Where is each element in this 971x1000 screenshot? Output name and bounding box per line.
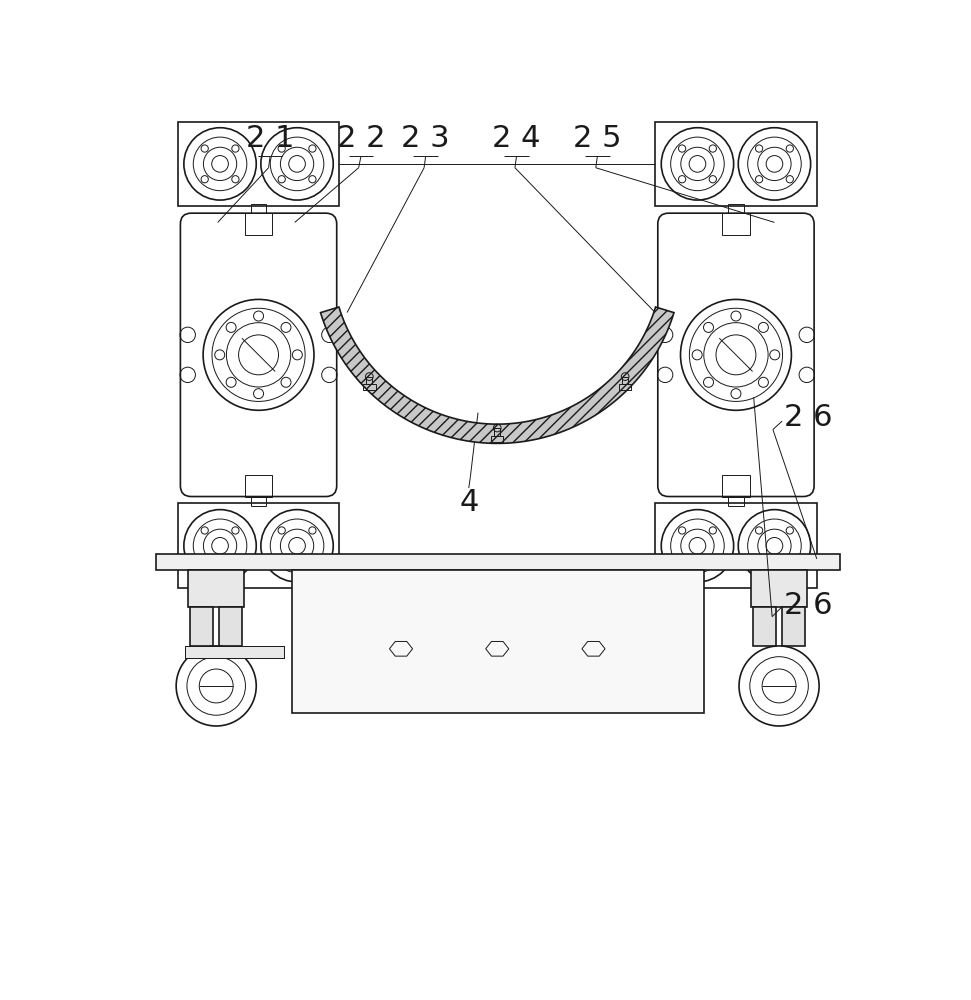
Bar bbox=[722, 475, 750, 497]
Polygon shape bbox=[320, 307, 674, 443]
Text: 2 1: 2 1 bbox=[246, 124, 294, 153]
Bar bbox=[185, 646, 284, 658]
Bar bbox=[245, 213, 273, 235]
Bar bbox=[190, 607, 213, 646]
Bar bbox=[251, 204, 266, 213]
Bar bbox=[363, 384, 376, 390]
Bar bbox=[753, 607, 776, 646]
Bar bbox=[783, 607, 805, 646]
Bar bbox=[728, 497, 744, 506]
Bar bbox=[185, 646, 284, 658]
Text: 2 6: 2 6 bbox=[785, 403, 833, 432]
Bar bbox=[178, 122, 340, 206]
Bar bbox=[722, 213, 750, 235]
Bar bbox=[655, 122, 817, 206]
Bar bbox=[178, 503, 340, 588]
Bar bbox=[655, 503, 817, 588]
Bar bbox=[622, 377, 628, 384]
Bar bbox=[156, 554, 840, 570]
Bar bbox=[752, 570, 807, 607]
Text: 2 3: 2 3 bbox=[401, 124, 450, 153]
Bar bbox=[619, 384, 631, 390]
Text: 2 6: 2 6 bbox=[785, 591, 833, 620]
Bar bbox=[494, 428, 500, 436]
Text: 4: 4 bbox=[459, 488, 479, 517]
Text: 2 4: 2 4 bbox=[492, 124, 541, 153]
Bar bbox=[245, 475, 273, 497]
Text: 2 5: 2 5 bbox=[573, 124, 621, 153]
Bar bbox=[219, 607, 243, 646]
Bar bbox=[728, 204, 744, 213]
Bar bbox=[366, 377, 373, 384]
Bar bbox=[251, 497, 266, 506]
Bar bbox=[188, 570, 244, 607]
Bar bbox=[291, 570, 704, 713]
Bar bbox=[491, 436, 503, 442]
Text: 2 2: 2 2 bbox=[337, 124, 385, 153]
